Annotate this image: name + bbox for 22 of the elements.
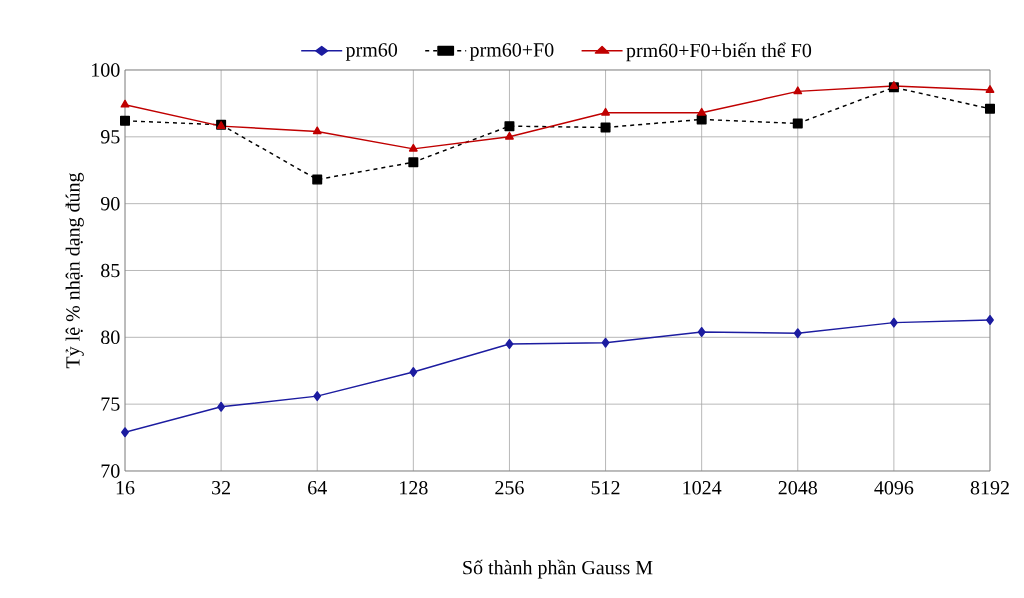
legend-label: prm60 <box>345 43 398 61</box>
y-tick-label: 85 <box>101 263 120 278</box>
y-tick-label: 95 <box>100 130 120 144</box>
x-axis-title: Số thành phần Gauss M <box>463 559 653 579</box>
x-tick-label: 128 <box>400 481 428 495</box>
x-tick-label: 32 <box>212 481 230 495</box>
legend-label: prm60+F0+biến thể F0 <box>626 42 812 62</box>
x-tick-label: 16 <box>116 481 135 495</box>
y-tick-label: 100 <box>92 63 120 77</box>
y-tick-label: 75 <box>101 397 120 411</box>
y-tick-label: 70 <box>101 464 120 478</box>
x-tick-label: 2048 <box>778 481 818 495</box>
x-tick-label: 64 <box>308 481 327 495</box>
y-axis-title: Tỷ lệ % nhận dạng đúng <box>65 172 84 369</box>
legend-label: prm60+F0 <box>469 43 554 61</box>
y-tick-label: 90 <box>100 196 120 211</box>
x-tick-label: 256 <box>495 481 524 495</box>
x-tick-label: 1024 <box>683 481 722 495</box>
x-tick-label: 8192 <box>970 481 1009 495</box>
y-tick-label: 80 <box>101 330 120 345</box>
x-tick-label: 4096 <box>874 481 914 495</box>
x-tick-label: 512 <box>591 481 620 495</box>
